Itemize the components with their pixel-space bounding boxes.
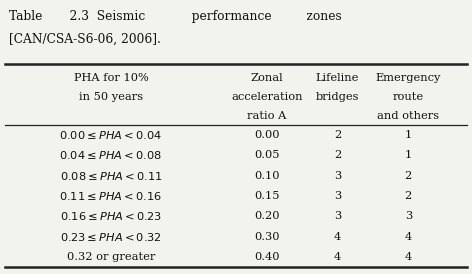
- Text: bridges: bridges: [316, 92, 359, 102]
- Text: 0.15: 0.15: [254, 191, 279, 201]
- Text: 3: 3: [405, 211, 412, 221]
- Text: 1: 1: [405, 150, 412, 160]
- Text: 2: 2: [334, 150, 341, 160]
- Text: PHA for 10%: PHA for 10%: [74, 73, 148, 82]
- Text: Emergency: Emergency: [376, 73, 441, 82]
- Text: $0.11 \leq \mathit{PHA} < 0.16$: $0.11 \leq \mathit{PHA} < 0.16$: [59, 190, 162, 202]
- Text: route: route: [393, 92, 424, 102]
- Text: 4: 4: [334, 252, 341, 262]
- Text: [CAN/CSA-S6-06, 2006].: [CAN/CSA-S6-06, 2006].: [9, 33, 161, 46]
- Text: ratio A: ratio A: [247, 111, 287, 121]
- Text: $0.08 \leq \mathit{PHA} < 0.11$: $0.08 \leq \mathit{PHA} < 0.11$: [59, 170, 162, 182]
- Text: Zonal: Zonal: [250, 73, 283, 82]
- Text: 3: 3: [334, 191, 341, 201]
- Text: and others: and others: [377, 111, 439, 121]
- Text: 0.20: 0.20: [254, 211, 279, 221]
- Text: 3: 3: [334, 211, 341, 221]
- Text: Lifeline: Lifeline: [316, 73, 359, 82]
- Text: 0.10: 0.10: [254, 170, 279, 181]
- Text: 2: 2: [334, 130, 341, 140]
- Text: 0.40: 0.40: [254, 252, 279, 262]
- Text: $0.23 \leq \mathit{PHA} < 0.32$: $0.23 \leq \mathit{PHA} < 0.32$: [60, 231, 162, 242]
- Text: 0.00: 0.00: [254, 130, 279, 140]
- Text: in 50 years: in 50 years: [79, 92, 143, 102]
- Text: acceleration: acceleration: [231, 92, 303, 102]
- Text: 0.32 or greater: 0.32 or greater: [67, 252, 155, 262]
- Text: 2: 2: [405, 170, 412, 181]
- Text: 4: 4: [405, 232, 412, 242]
- Text: 0.05: 0.05: [254, 150, 279, 160]
- Text: $0.16 \leq \mathit{PHA} < 0.23$: $0.16 \leq \mathit{PHA} < 0.23$: [60, 210, 162, 222]
- Text: 3: 3: [334, 170, 341, 181]
- Text: Table       2.3  Seismic            performance         zones: Table 2.3 Seismic performance zones: [9, 10, 342, 22]
- Text: $0.04 \leq \mathit{PHA} < 0.08$: $0.04 \leq \mathit{PHA} < 0.08$: [59, 149, 162, 161]
- Text: 0.30: 0.30: [254, 232, 279, 242]
- Text: 4: 4: [334, 232, 341, 242]
- Text: 2: 2: [405, 191, 412, 201]
- Text: 4: 4: [405, 252, 412, 262]
- Text: 1: 1: [405, 130, 412, 140]
- Text: $0.00 \leq \mathit{PHA} < 0.04$: $0.00 \leq \mathit{PHA} < 0.04$: [59, 129, 162, 141]
